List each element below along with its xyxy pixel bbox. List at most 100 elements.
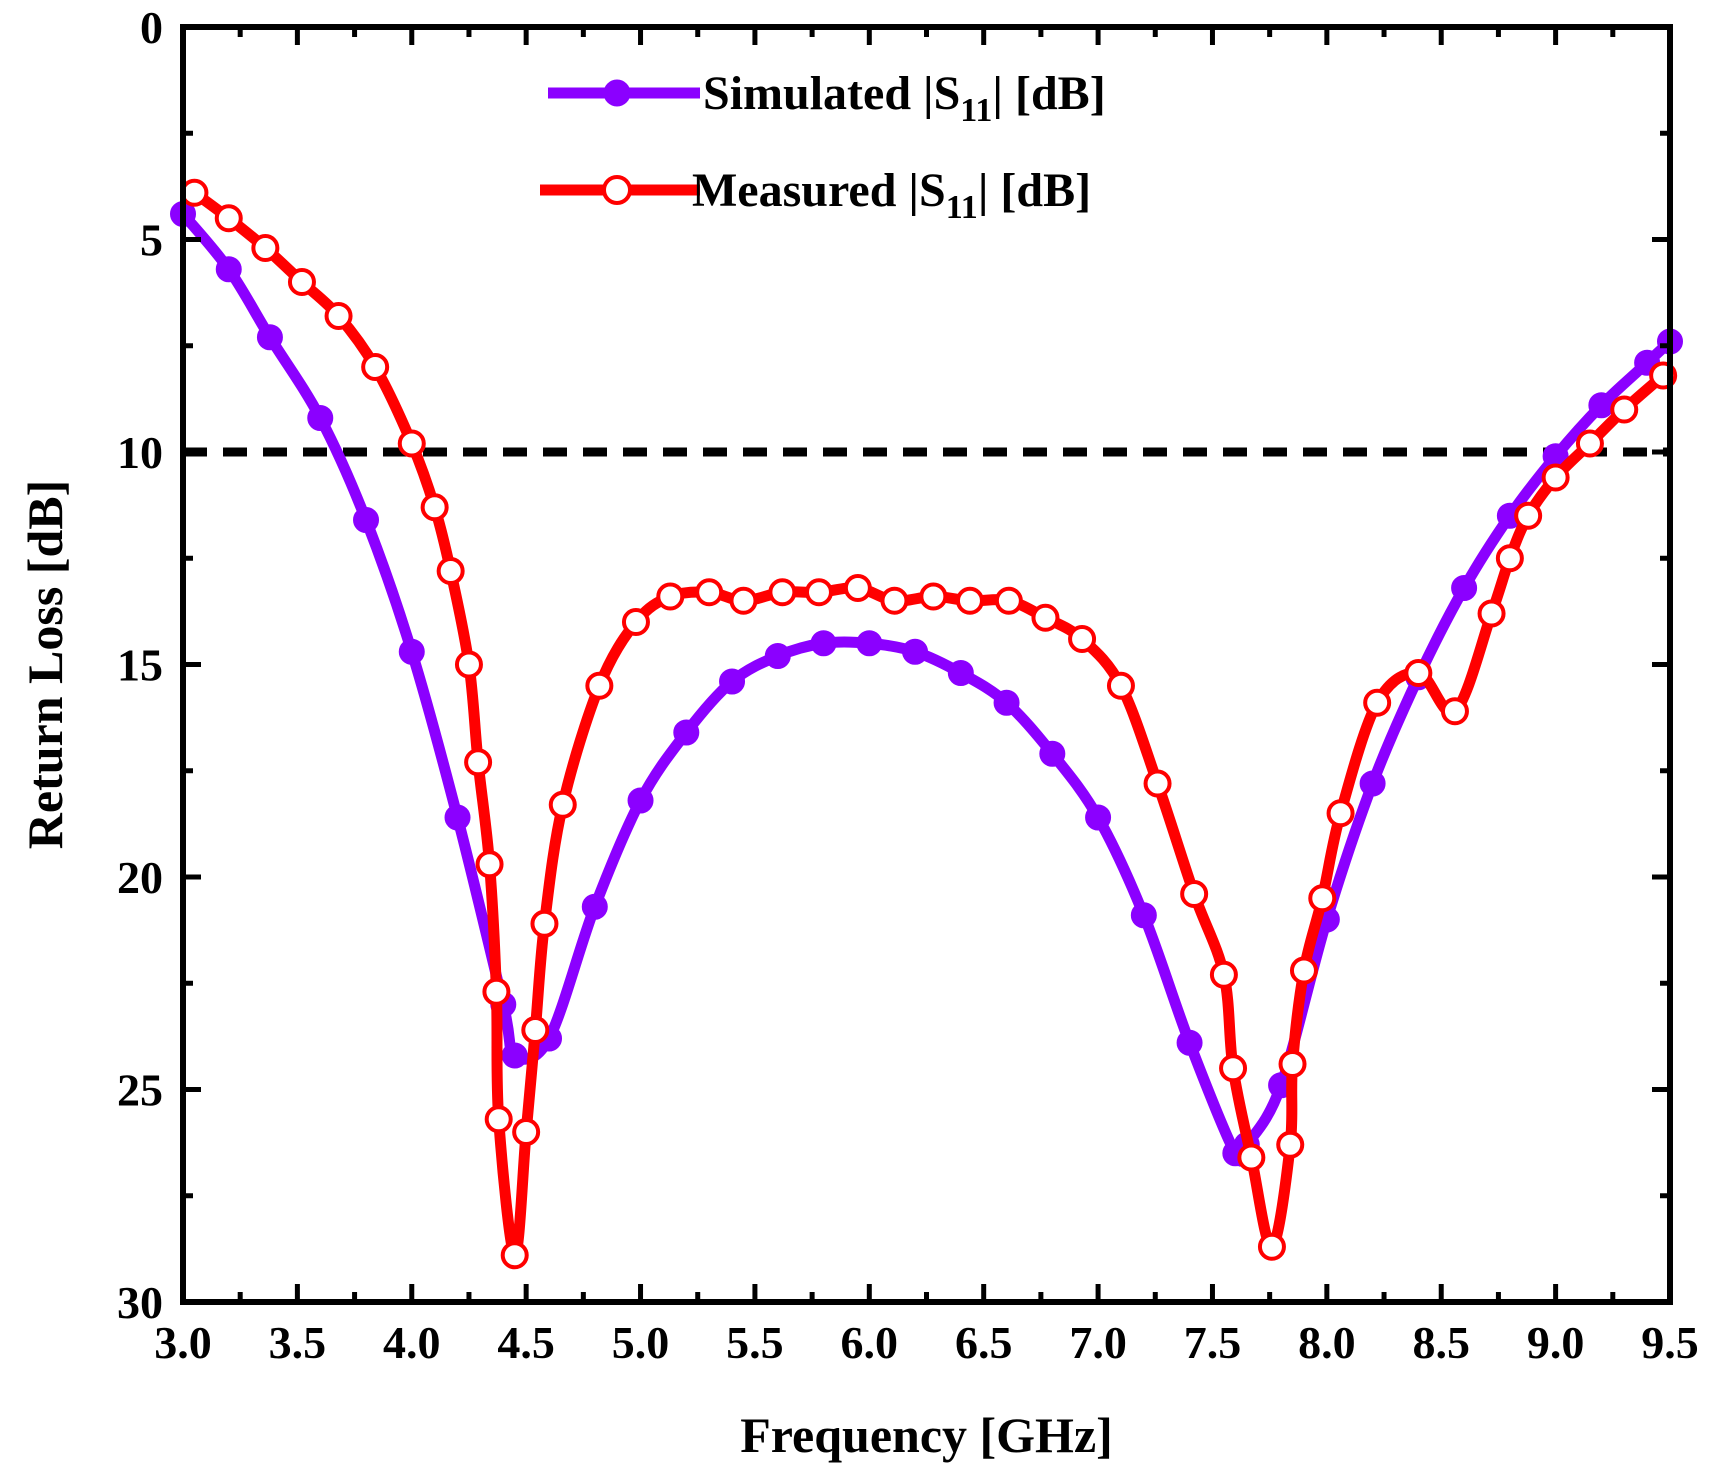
- data-point-measured: [454, 650, 483, 679]
- data-point-simulated: [1130, 902, 1157, 929]
- legend-label-measured: Measured |S11| [dB]: [692, 164, 1091, 226]
- data-point-simulated: [902, 638, 929, 665]
- data-point-simulated: [307, 405, 334, 431]
- x-tick-label: 7.0: [1069, 1317, 1127, 1368]
- data-point-measured: [1209, 960, 1238, 989]
- data-point-measured: [1495, 544, 1524, 573]
- legend-swatch-marker-measured: [602, 175, 632, 205]
- data-point-simulated: [1451, 575, 1478, 601]
- data-point-measured: [1308, 884, 1337, 913]
- data-point-measured: [768, 578, 797, 607]
- data-point-measured: [1514, 501, 1543, 530]
- x-tick-label: 7.5: [1184, 1317, 1242, 1368]
- x-tick-label: 5.5: [726, 1317, 784, 1368]
- data-point-measured: [287, 268, 316, 296]
- data-point-measured: [420, 493, 449, 522]
- data-point-simulated: [1039, 740, 1066, 767]
- data-point-measured: [1143, 769, 1172, 798]
- x-tick-label: 3.5: [269, 1317, 327, 1368]
- legend-label-simulated: Simulated |S11| [dB]: [703, 67, 1106, 129]
- legend-label-subscript: 11: [960, 92, 992, 129]
- data-point-measured: [1440, 697, 1469, 726]
- x-tick-label: 5.0: [612, 1317, 670, 1368]
- legend-item-simulated: Simulated |S11| [dB]: [548, 67, 1106, 129]
- data-point-simulated: [947, 660, 974, 686]
- y-tick-label: 0: [140, 2, 163, 53]
- data-point-simulated: [581, 893, 608, 920]
- data-point-measured: [1289, 956, 1318, 985]
- data-point-measured: [585, 671, 614, 700]
- series-line-measured: [188, 187, 1669, 1261]
- data-point-measured: [548, 790, 577, 819]
- data-point-measured: [484, 1105, 513, 1134]
- series-line-simulated: [177, 208, 1676, 1167]
- plot-frame: [180, 24, 1673, 1305]
- data-point-measured: [1326, 799, 1355, 828]
- data-point-measured: [1106, 671, 1135, 700]
- y-tick-label: 5: [140, 215, 163, 266]
- legend-swatch-marker-simulated: [603, 79, 631, 107]
- data-point-simulated: [673, 719, 700, 746]
- data-point-simulated: [627, 787, 654, 814]
- data-point-measured: [1541, 463, 1570, 492]
- data-point-simulated: [993, 689, 1020, 716]
- data-point-simulated: [764, 643, 791, 669]
- data-point-measured: [512, 1118, 541, 1146]
- data-point-simulated: [215, 256, 242, 283]
- data-point-measured: [919, 582, 948, 611]
- data-point-measured: [464, 748, 493, 777]
- x-tick-label: 4.0: [383, 1317, 441, 1368]
- data-point-measured: [475, 850, 504, 879]
- data-point-measured: [695, 578, 724, 607]
- data-point-measured: [1477, 599, 1506, 628]
- data-point-measured: [397, 429, 426, 458]
- data-point-measured: [621, 608, 650, 636]
- data-point-measured: [1219, 1054, 1248, 1083]
- data-point-measured: [1068, 625, 1097, 653]
- x-axis-title: Frequency [GHz]: [740, 1407, 1113, 1463]
- data-point-measured: [804, 578, 833, 607]
- data-point-simulated: [810, 630, 837, 657]
- data-point-simulated: [1359, 770, 1386, 797]
- x-tick-label: 6.5: [955, 1317, 1013, 1368]
- series-simulated: [170, 201, 1683, 1167]
- data-point-measured: [1180, 880, 1209, 908]
- series-measured: [180, 178, 1678, 1270]
- y-tick-label: 30: [117, 1277, 163, 1328]
- data-point-measured: [656, 582, 685, 611]
- data-point-measured: [955, 586, 984, 615]
- legend-label-main: Simulated |S: [703, 67, 960, 120]
- y-tick-label: 25: [117, 1065, 163, 1116]
- data-point-simulated: [1085, 804, 1112, 831]
- legend-label-tail: | [dB]: [992, 67, 1105, 120]
- legend-label-subscript: 11: [946, 189, 978, 226]
- data-point-simulated: [501, 1042, 528, 1069]
- data-point-measured: [180, 178, 209, 207]
- x-tick-label: 9.0: [1527, 1317, 1585, 1368]
- axis-layer: 3.0 3.5 4.0 4.5 5.0 5.5 6.0 6.5 7.0 7.5 8.0 8.5 9.0 9…: [117, 2, 1699, 1368]
- legend: Simulated |S11| [dB] Measured |S11| [dB]: [540, 67, 1106, 226]
- data-point-measured: [1237, 1143, 1266, 1172]
- data-point-measured: [1363, 688, 1392, 717]
- y-tick-label: 10: [117, 427, 163, 478]
- series-layer: [170, 178, 1683, 1270]
- data-point-measured: [1276, 1130, 1305, 1159]
- data-point-simulated: [256, 324, 283, 351]
- x-tick-label: 3.0: [154, 1317, 212, 1368]
- data-point-measured: [482, 977, 511, 1006]
- x-tick-label: 9.5: [1641, 1317, 1699, 1368]
- data-point-measured: [1610, 395, 1639, 424]
- x-tick-label: 4.5: [497, 1317, 555, 1368]
- y-axis-title: Return Loss [dB]: [17, 480, 73, 849]
- data-point-measured: [214, 204, 243, 233]
- legend-item-measured: Measured |S11| [dB]: [540, 164, 1091, 226]
- legend-label-main: Measured |S: [692, 164, 946, 217]
- data-point-measured: [1404, 659, 1433, 687]
- data-point-measured: [1278, 1050, 1307, 1078]
- data-point-simulated: [719, 668, 746, 695]
- x-tick-label: 6.0: [841, 1317, 899, 1368]
- data-point-measured: [530, 909, 559, 938]
- data-point-measured: [1257, 1232, 1286, 1261]
- data-point-measured: [251, 234, 280, 262]
